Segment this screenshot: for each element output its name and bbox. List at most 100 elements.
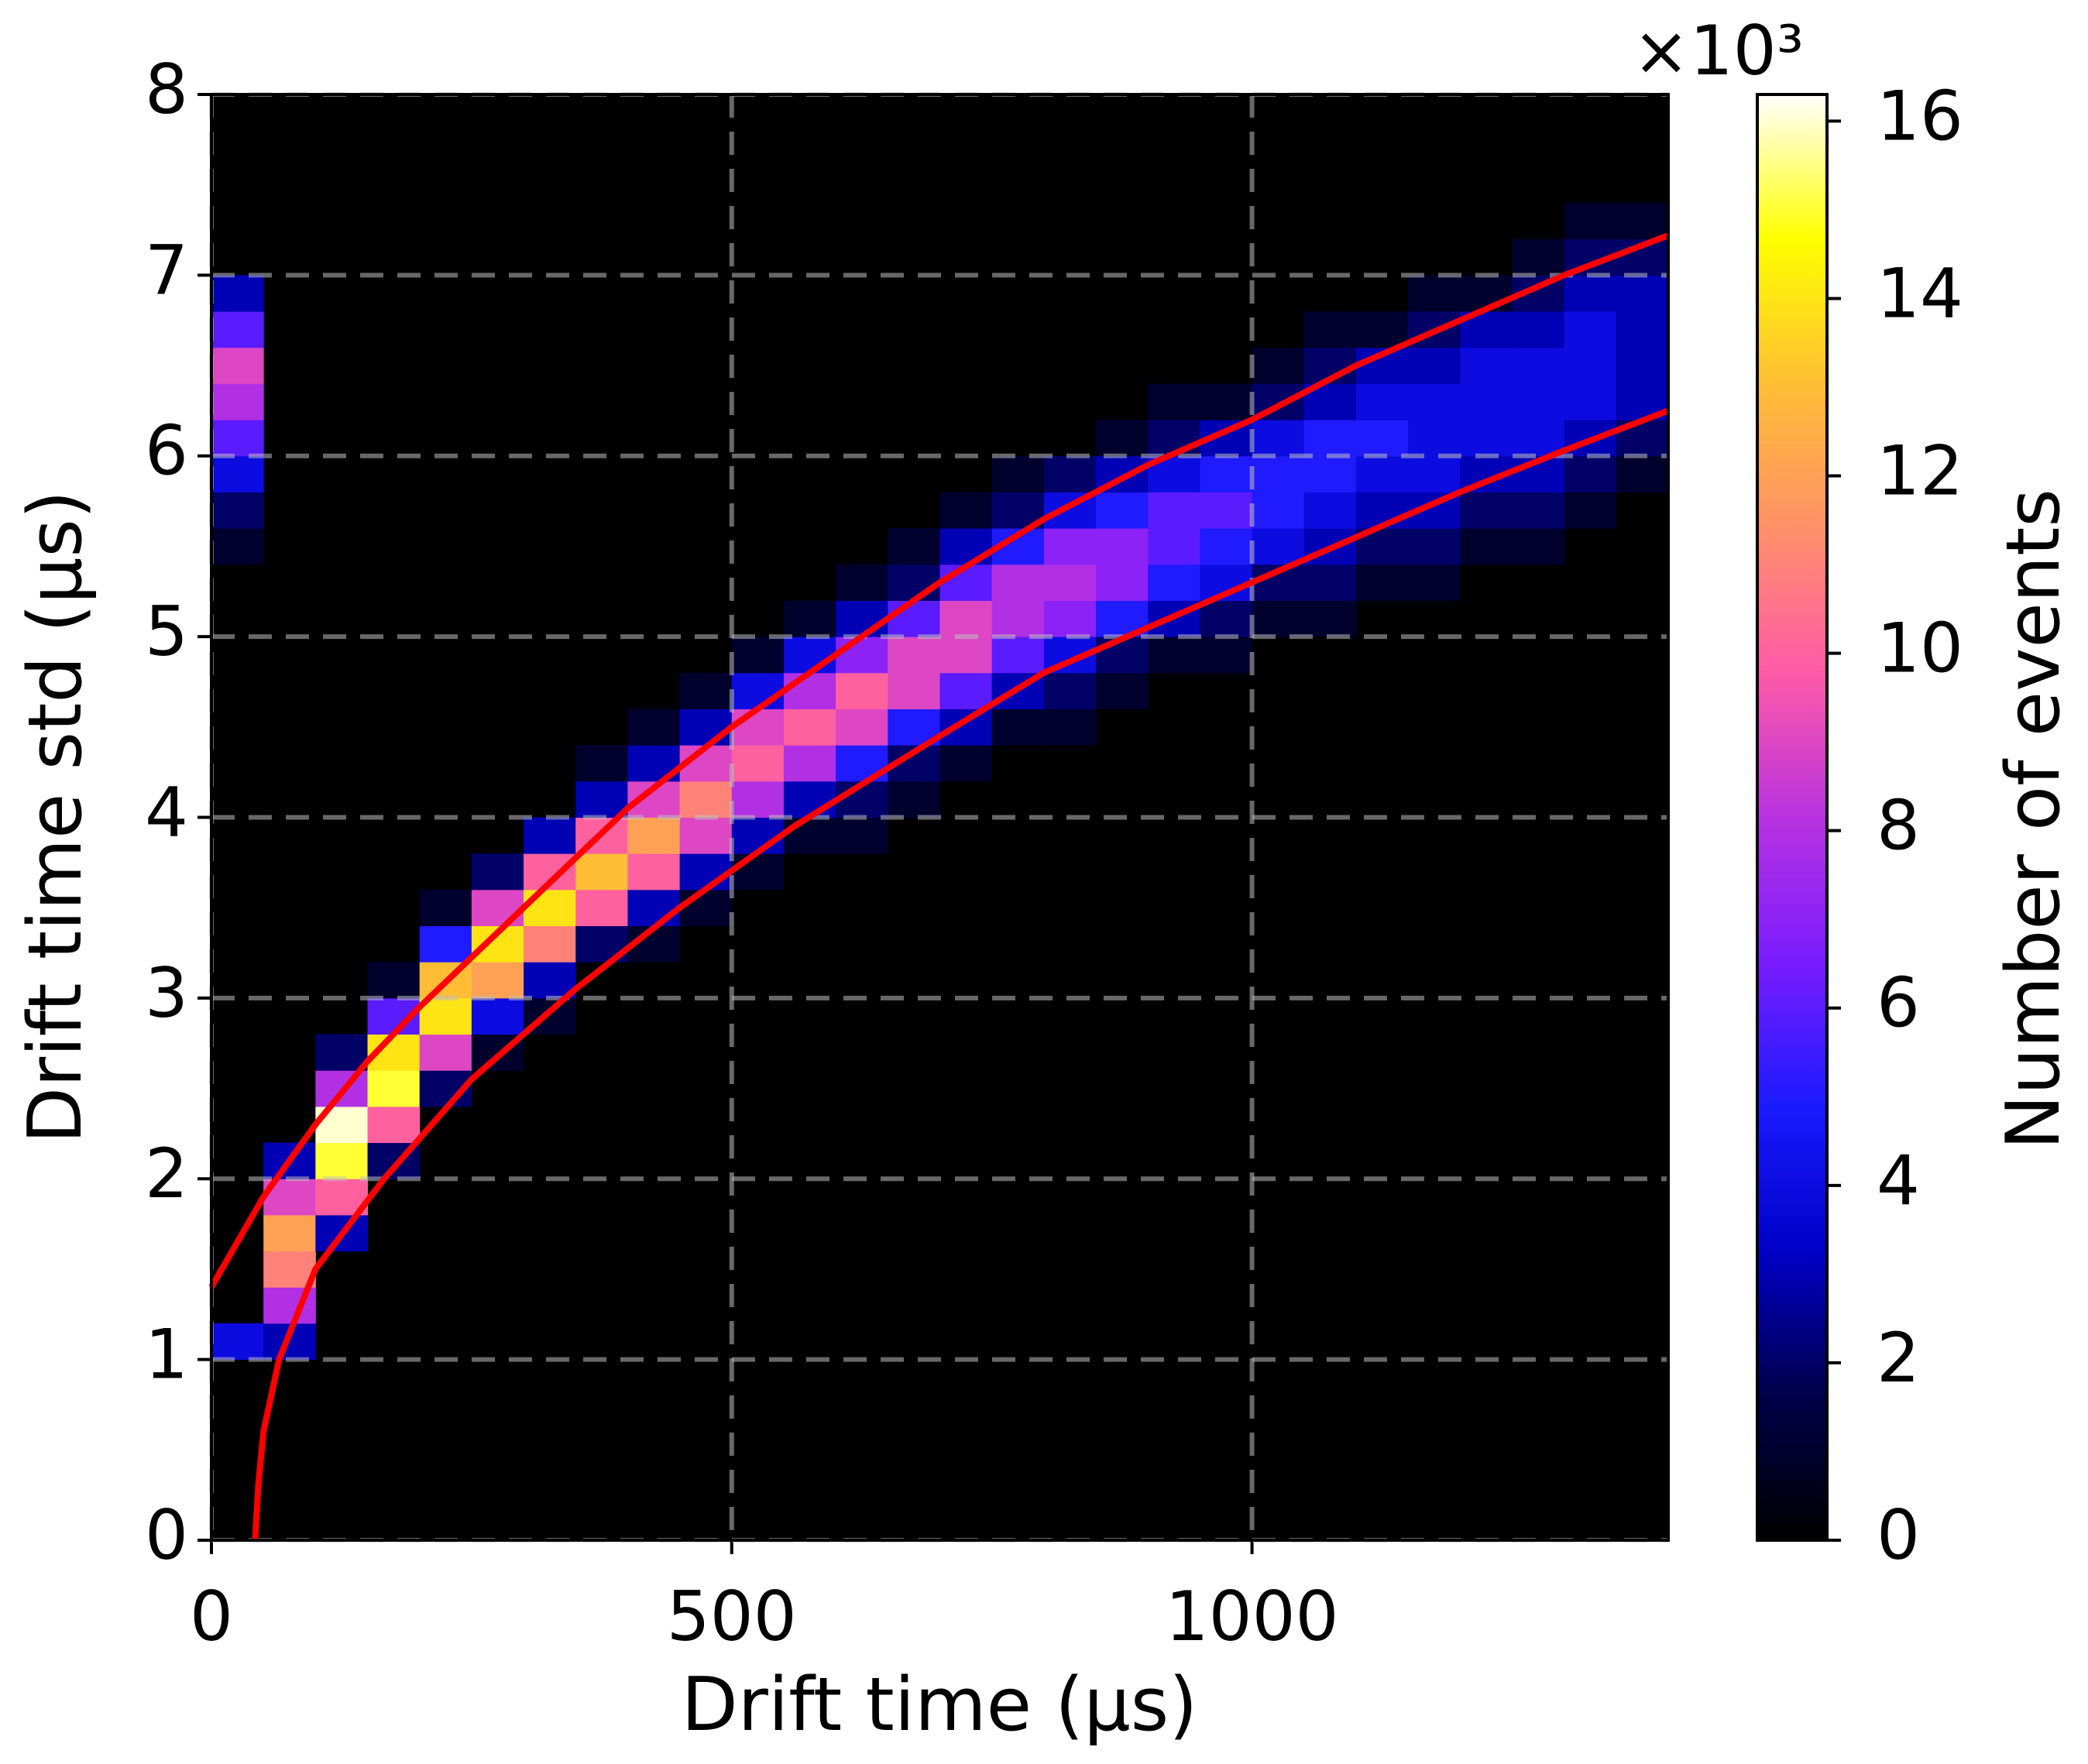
heatmap-cell <box>731 637 785 674</box>
y-tick-label: 5 <box>145 592 188 671</box>
heatmap-cell <box>1512 528 1565 565</box>
heatmap-cell <box>524 817 576 854</box>
y-axis-label: Drift time std (μs) <box>13 490 98 1144</box>
heatmap-cell <box>1460 420 1513 457</box>
heatmap-cell <box>888 528 940 565</box>
heatmap-cell <box>1355 455 1409 492</box>
heatmap-cell <box>991 564 1045 601</box>
heatmap-cell <box>1512 239 1565 276</box>
heatmap-cell <box>731 709 785 746</box>
heatmap-cell <box>315 1142 369 1179</box>
heatmap-cell <box>367 1106 421 1144</box>
heatmap-cell <box>211 528 264 565</box>
y-tick-label: 3 <box>145 953 188 1033</box>
heatmap-cell <box>419 1034 472 1071</box>
heatmap-cell <box>1148 564 1200 601</box>
heatmap-cell <box>939 600 993 637</box>
heatmap-cell <box>1096 420 1149 457</box>
y-tick-label: 8 <box>145 50 188 129</box>
heatmap-cell <box>888 637 940 674</box>
heatmap-cell <box>1460 383 1513 420</box>
heatmap-cell <box>1564 311 1617 348</box>
boundary-curve <box>252 407 1670 1541</box>
heatmap-cell <box>575 781 628 818</box>
heatmap-cell <box>1148 492 1200 529</box>
heatmap-cell <box>1355 311 1409 348</box>
heatmap-cell <box>1043 672 1097 709</box>
y-tick-label: 7 <box>145 230 188 310</box>
heatmap-cell <box>471 962 524 999</box>
x-tick-label: 1000 <box>1166 1577 1339 1656</box>
heatmap-cell <box>1512 347 1565 384</box>
heatmap-cell <box>939 492 993 529</box>
heatmap-cell <box>1252 492 1305 529</box>
heatmap-cell <box>1408 347 1461 384</box>
heatmap-cell <box>783 781 836 818</box>
heatmap-cell <box>1408 528 1461 565</box>
heatmap-cell <box>836 672 888 709</box>
heatmap-cell <box>211 383 264 420</box>
heatmap-cell <box>1043 455 1097 492</box>
heatmap-cell <box>367 1070 421 1107</box>
heatmap-cell <box>1148 637 1200 674</box>
heatmap-cell <box>888 564 940 601</box>
y-tick-label: 6 <box>145 411 188 491</box>
heatmap-cell <box>1460 347 1513 384</box>
heatmap-cell <box>731 672 785 709</box>
heatmap-cell <box>575 745 628 782</box>
heatmap-cell <box>575 853 628 891</box>
heatmap-cell <box>211 455 264 492</box>
heatmap-cell <box>1200 383 1253 420</box>
heatmap-cell <box>836 637 888 674</box>
heatmap-cell <box>211 1323 264 1361</box>
heatmap-cell <box>939 637 993 674</box>
colorbar <box>1756 93 1829 1542</box>
heatmap-cell <box>783 600 836 637</box>
heatmap-cell <box>367 962 421 999</box>
heatmap-cell <box>575 889 628 927</box>
heatmap-cell <box>888 672 940 709</box>
heatmap-cell <box>836 564 888 601</box>
heatmap-cell <box>471 853 524 891</box>
heatmap-cell <box>888 600 940 637</box>
heatmap-cell <box>731 817 785 854</box>
heatmap-cell <box>263 1214 316 1252</box>
heatmap-cell <box>783 745 836 782</box>
heatmap-cell <box>1148 528 1200 565</box>
heatmap-cell <box>1252 528 1305 565</box>
colorbar-tick-label: 16 <box>1877 76 1963 156</box>
colorbar-tick-label: 6 <box>1877 963 1920 1043</box>
heatmap-cell <box>1564 203 1617 240</box>
heatmap-cell <box>211 347 264 384</box>
heatmap-cell <box>1200 528 1253 565</box>
heatmap-cell <box>939 528 993 565</box>
heatmap-cell <box>211 420 264 457</box>
heatmap-cell <box>783 709 836 746</box>
heatmap-cell <box>836 817 888 854</box>
heatmap-cell <box>1303 600 1357 637</box>
heatmap-cell <box>1616 203 1669 240</box>
plot-frame <box>210 93 1670 1542</box>
boundary-curve <box>208 232 1670 1289</box>
heatmap-cell <box>836 600 888 637</box>
colorbar-tick-label: 8 <box>1877 786 1920 866</box>
heatmap-cell <box>1512 492 1565 529</box>
heatmap-cell <box>731 853 785 891</box>
heatmap-cell <box>471 889 524 927</box>
heatmap-cell <box>1564 383 1617 420</box>
heatmap-cell <box>1616 311 1669 348</box>
heatmap-cell <box>939 745 993 782</box>
colorbar-label: Number of events <box>1991 489 2076 1150</box>
heatmap-cell <box>1303 492 1357 529</box>
colorbar-tick-label: 14 <box>1877 253 1963 333</box>
heatmap-cell <box>1564 492 1617 529</box>
heatmap-cell <box>315 1034 369 1071</box>
heatmap-cell <box>991 455 1045 492</box>
heatmap-cell <box>627 817 681 854</box>
heatmap-cell <box>1408 455 1461 492</box>
heatmap-cell <box>1512 420 1565 457</box>
colorbar-offset-label: ×10³ <box>1633 11 1804 91</box>
x-tick-label: 0 <box>190 1577 233 1656</box>
heatmap-cell <box>1355 564 1409 601</box>
